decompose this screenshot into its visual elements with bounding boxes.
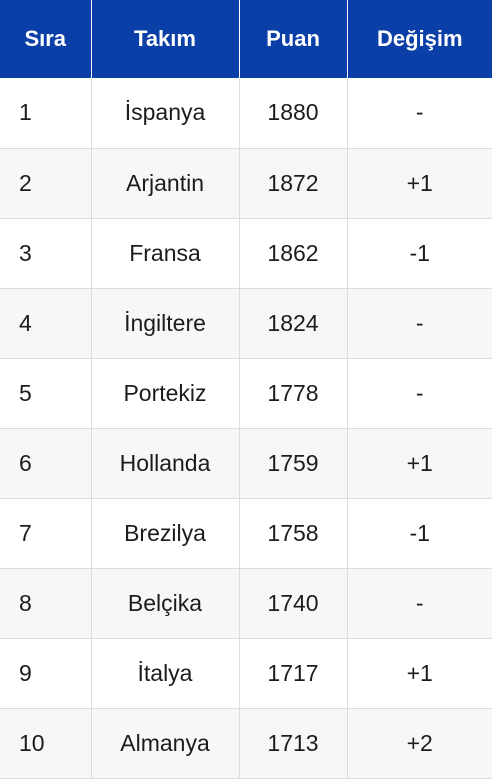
points-cell: 1824 [238,288,348,359]
rank-cell: 2 [0,148,92,219]
table-row: 8 Belçika 1740 - [0,568,492,639]
team-cell: Portekiz [90,358,240,429]
rank-cell: 6 [0,428,92,499]
points-cell: 1778 [238,358,348,429]
rank-cell: 5 [0,358,92,429]
points-cell: 1872 [238,148,348,219]
team-cell: Brezilya [90,498,240,569]
change-cell: +1 [346,148,492,219]
table-row: 3 Fransa 1862 -1 [0,218,492,289]
team-cell: Arjantin [90,148,240,219]
change-cell: -1 [346,218,492,289]
rank-cell: 10 [0,708,92,779]
rank-cell: 4 [0,288,92,359]
change-cell: +2 [346,708,492,779]
table-row: 5 Portekiz 1778 - [0,358,492,429]
header-team[interactable]: Takım [91,0,240,78]
team-cell: İspanya [90,78,240,149]
change-cell: +1 [346,638,492,709]
points-cell: 1713 [238,708,348,779]
header-change[interactable]: Değişim [347,0,492,78]
table-row: 7 Brezilya 1758 -1 [0,498,492,569]
change-cell: -1 [346,498,492,569]
rank-cell: 9 [0,638,92,709]
points-cell: 1862 [238,218,348,289]
header-row: Sıra Takım Puan Değişim [0,0,492,78]
points-cell: 1758 [238,498,348,569]
header-points[interactable]: Puan [239,0,348,78]
change-cell: - [346,358,492,429]
change-cell: - [346,288,492,359]
change-cell: - [346,78,492,149]
rank-cell: 3 [0,218,92,289]
table-row: 9 İtalya 1717 +1 [0,638,492,709]
rank-cell: 8 [0,568,92,639]
team-cell: İtalya [90,638,240,709]
rank-cell: 1 [0,78,92,149]
change-cell: - [346,568,492,639]
rank-cell: 7 [0,498,92,569]
team-cell: Hollanda [90,428,240,499]
points-cell: 1759 [238,428,348,499]
change-cell: +1 [346,428,492,499]
points-cell: 1740 [238,568,348,639]
points-cell: 1717 [238,638,348,709]
table-row: 6 Hollanda 1759 +1 [0,428,492,499]
table-header: Sıra Takım Puan Değişim [0,0,492,78]
table-row: 1 İspanya 1880 - [0,78,492,149]
header-rank[interactable]: Sıra [0,0,92,78]
team-cell: Fransa [90,218,240,289]
table-row: 2 Arjantin 1872 +1 [0,148,492,219]
team-cell: Almanya [90,708,240,779]
table-body: 1 İspanya 1880 - 2 Arjantin 1872 +1 3 Fr… [0,78,492,779]
team-cell: İngiltere [90,288,240,359]
team-cell: Belçika [90,568,240,639]
table-row: 4 İngiltere 1824 - [0,288,492,359]
points-cell: 1880 [238,78,348,149]
table-row: 10 Almanya 1713 +2 [0,708,492,779]
